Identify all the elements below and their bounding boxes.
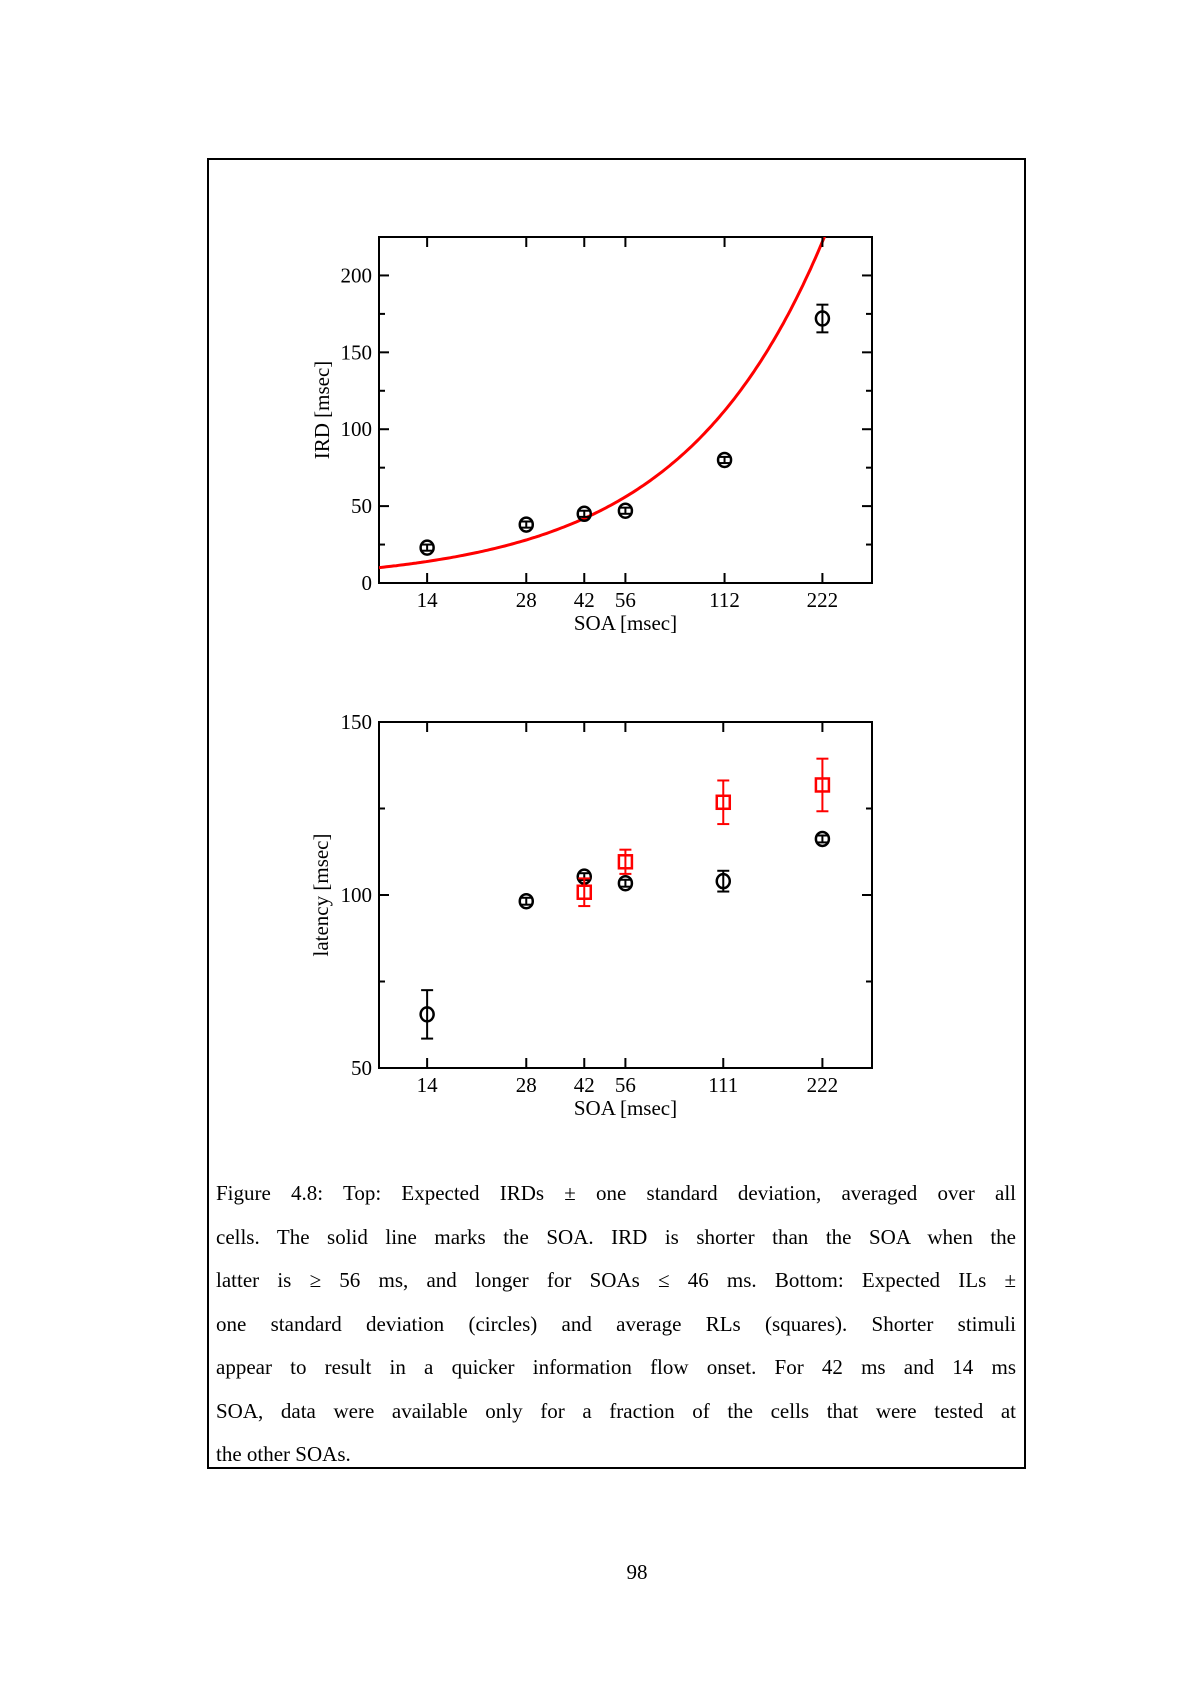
- x-tick-label: 42: [574, 588, 595, 612]
- x-tick-label: 56: [615, 1073, 636, 1097]
- x-tick-label: 28: [516, 588, 537, 612]
- reference-line-soa: [379, 237, 826, 570]
- data-point-circle: [518, 892, 535, 910]
- data-point-circle: [518, 516, 535, 533]
- bottom-chart: 14 28 42 56 111 222 50 100 150 SOA [msec] latency …: [309, 710, 873, 1120]
- data-point-circle: [716, 451, 733, 469]
- y-tick-label: 150: [341, 710, 373, 734]
- caption-line: SOA, data were available only for a frac…: [216, 1398, 1016, 1423]
- caption-line: latter is ≥ 56 ms, and longer for SOAs ≤…: [216, 1268, 1016, 1292]
- data-point-square: [814, 777, 831, 793]
- data-point-circle: [814, 830, 831, 848]
- x-tick-label: 222: [807, 588, 839, 612]
- data-point-circle: [576, 505, 593, 523]
- x-tick-label: 14: [417, 1073, 439, 1097]
- page-number: 98: [626, 1560, 648, 1584]
- data-point-circle: [419, 539, 435, 556]
- data-point-circle: [617, 502, 634, 519]
- x-tick-label: 56: [615, 588, 636, 612]
- y-axis-label: latency [msec]: [309, 833, 333, 956]
- caption-line: the other SOAs.: [216, 1442, 351, 1466]
- x-tick-label: 28: [516, 1073, 537, 1097]
- data-point-circle: [419, 1006, 435, 1023]
- data-point-circle: [715, 872, 732, 890]
- x-tick-label: 42: [574, 1073, 595, 1097]
- y-tick-label: 50: [351, 494, 372, 518]
- caption-line: Figure 4.8: Top: Expected IRDs ± one sta…: [216, 1181, 1016, 1205]
- data-point-circle: [814, 310, 831, 327]
- x-tick-label: 222: [807, 1073, 839, 1097]
- y-tick-label: 200: [341, 263, 373, 287]
- x-tick-label: 14: [417, 588, 439, 612]
- series-squares: [576, 757, 831, 908]
- data-point-square: [715, 794, 732, 811]
- data-point-circle: [617, 874, 634, 892]
- data-point-square: [576, 884, 593, 900]
- y-tick-label: 150: [341, 340, 373, 364]
- y-tick-label: 100: [341, 883, 373, 907]
- x-tick-label: 112: [709, 588, 740, 612]
- figure-frame: [207, 158, 1026, 1469]
- x-axis-label: SOA [msec]: [574, 1096, 677, 1120]
- y-axis-label: IRD [msec]: [310, 361, 334, 460]
- caption-line: cells. The solid line marks the SOA. IRD…: [216, 1224, 1016, 1249]
- series-circles: [419, 830, 831, 1040]
- x-axis-label: SOA [msec]: [574, 611, 677, 635]
- caption-line: one standard deviation (circles) and ave…: [216, 1311, 1016, 1336]
- plot-frame: [378, 721, 873, 1069]
- plot-frame: [378, 236, 873, 584]
- series-circles: [419, 303, 831, 556]
- figure-caption: Figure 4.8: Top: Expected IRDs ± one sta…: [216, 1172, 1016, 1477]
- caption-line: appear to result in a quicker informatio…: [216, 1355, 1016, 1379]
- y-tick-label: 0: [362, 571, 373, 595]
- x-tick-label: 111: [708, 1073, 738, 1097]
- top-chart: 14 28 42 56 112 222 0 50 100 150 200 SOA [msec] IRD …: [310, 236, 873, 635]
- y-tick-label: 100: [341, 417, 373, 441]
- data-point-square: [617, 854, 634, 870]
- y-tick-label: 50: [351, 1056, 372, 1080]
